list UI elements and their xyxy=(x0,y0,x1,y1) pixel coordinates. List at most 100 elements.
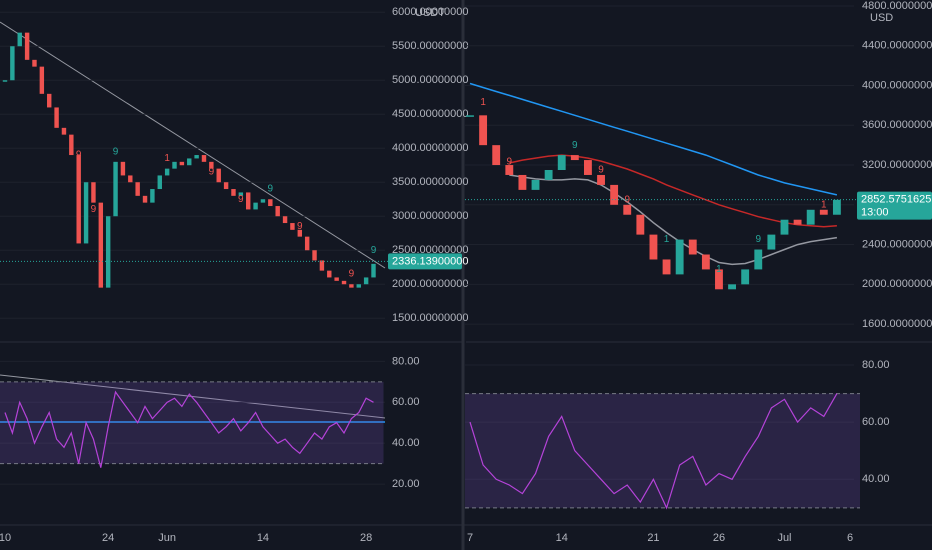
rsi-line xyxy=(4,390,374,468)
sequence-label: 9 xyxy=(371,245,377,256)
candle xyxy=(649,234,658,260)
candle xyxy=(662,259,671,275)
candle xyxy=(754,249,763,270)
candle xyxy=(356,284,361,288)
y-tick-label: 80.00 xyxy=(862,359,890,371)
candle xyxy=(479,115,488,146)
y-tick-label: 60.00 xyxy=(392,396,420,408)
trend-line xyxy=(0,21,386,269)
candle xyxy=(675,239,684,275)
rsi-band xyxy=(465,393,860,508)
candle xyxy=(297,229,303,237)
y-tick-label: 3600.00000000 xyxy=(862,119,932,131)
candle xyxy=(728,284,736,290)
candle xyxy=(69,134,74,156)
y-tick-label: 1600.00000000 xyxy=(862,318,932,330)
y-tick-label: 40.00 xyxy=(862,473,890,485)
sequence-label: 9 xyxy=(297,221,303,232)
candle xyxy=(216,168,221,183)
sequence-label: 9 xyxy=(209,167,215,178)
candle xyxy=(223,182,229,190)
candle xyxy=(142,195,148,203)
sequence-label: 1 xyxy=(821,199,827,210)
candle xyxy=(201,155,207,162)
candle xyxy=(91,182,96,203)
x-tick-label: 24 xyxy=(102,532,114,544)
candle xyxy=(179,161,185,166)
candle xyxy=(172,161,177,169)
sequence-label: 9 xyxy=(76,150,82,161)
candle xyxy=(544,170,553,180)
y-tick-label: 3000.00000000 xyxy=(392,210,468,222)
candle xyxy=(623,204,632,215)
x-tick-label: 14 xyxy=(556,532,568,544)
candle xyxy=(238,192,244,196)
candle xyxy=(24,32,30,60)
candle xyxy=(231,189,236,196)
x-tick-label: 21 xyxy=(647,532,659,544)
y-tick-label: 2000.00000000 xyxy=(862,278,932,290)
candle xyxy=(98,202,104,288)
candle xyxy=(715,269,723,290)
candle xyxy=(492,145,501,166)
candle xyxy=(701,254,710,270)
candle xyxy=(113,161,118,217)
y-tick-label: 4000.00000000 xyxy=(392,142,468,154)
candle xyxy=(187,158,192,166)
candle xyxy=(76,155,81,244)
candle xyxy=(610,184,619,205)
candle xyxy=(245,192,251,210)
sequence-label: 1 xyxy=(716,264,722,275)
moving-average xyxy=(469,82,838,196)
last-price-box xyxy=(388,253,462,270)
candle xyxy=(164,168,170,176)
sequence-label: 9 xyxy=(238,194,244,205)
candle xyxy=(819,209,828,215)
candle xyxy=(466,115,474,117)
sequence-label: 9 xyxy=(113,146,119,157)
sequence-label: 1 xyxy=(480,97,486,108)
candle xyxy=(39,66,45,94)
candle xyxy=(157,175,162,190)
sequence-label: 9 xyxy=(268,184,274,195)
candle xyxy=(688,239,697,255)
rsi-line xyxy=(469,393,838,510)
candle xyxy=(806,209,815,225)
y-tick-label: 3500.00000000 xyxy=(392,176,468,188)
y-tick-label: 6000.00000000 xyxy=(392,6,468,18)
y-tick-label: 5000.00000000 xyxy=(392,74,468,86)
x-tick-label: 6 xyxy=(847,532,853,544)
x-tick-label: 14 xyxy=(257,532,269,544)
sequence-label: 1 xyxy=(164,153,170,164)
candle xyxy=(268,199,273,207)
candle xyxy=(570,155,579,161)
candle xyxy=(17,32,22,47)
candle xyxy=(349,284,354,288)
candle xyxy=(304,236,310,251)
y-tick-label: 80.00 xyxy=(392,355,420,367)
rsi-band xyxy=(0,381,384,464)
y-tick-label: 4500.00000000 xyxy=(392,108,468,120)
candle xyxy=(61,127,67,135)
sequence-label: 9 xyxy=(349,269,355,280)
candle xyxy=(371,263,376,278)
sequence-label: 9 xyxy=(598,165,604,176)
candle xyxy=(47,93,52,108)
candle xyxy=(260,199,266,203)
candle xyxy=(32,59,37,67)
last-price-box xyxy=(857,191,932,220)
candle xyxy=(2,80,8,82)
candle xyxy=(584,160,592,175)
sequence-label: 9 xyxy=(507,157,513,168)
candle xyxy=(290,223,295,230)
candle xyxy=(636,214,645,235)
y-tick-label: 20.00 xyxy=(392,478,420,490)
x-tick-label: 28 xyxy=(360,532,372,544)
candle xyxy=(334,277,339,281)
candle xyxy=(282,216,288,224)
countdown-label: 13:00 xyxy=(861,206,889,218)
candle xyxy=(741,269,750,285)
x-tick-label: 26 xyxy=(713,532,725,544)
candle xyxy=(128,175,133,183)
